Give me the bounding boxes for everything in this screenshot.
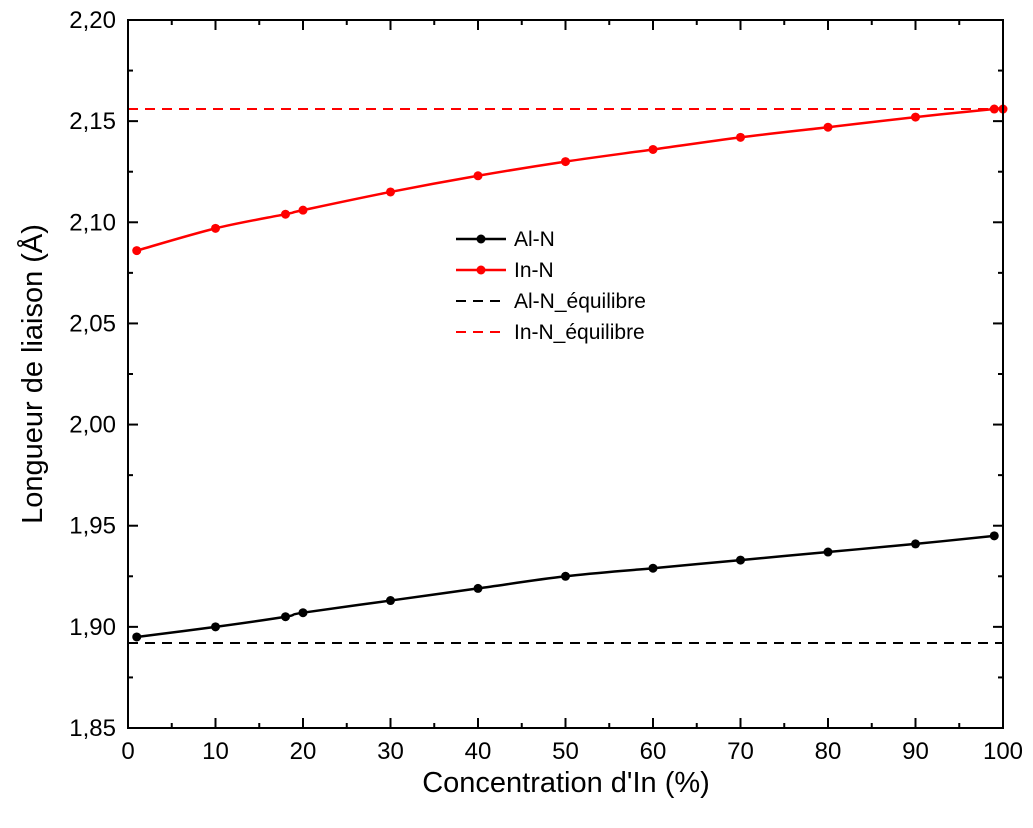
data-point-al-n bbox=[823, 547, 833, 557]
y-tick-label: 2,10 bbox=[69, 209, 116, 236]
data-point-in-n bbox=[211, 223, 220, 233]
x-axis-title: Concentration d'In (%) bbox=[422, 767, 710, 799]
data-point-in-n bbox=[281, 209, 290, 219]
data-point-in-n bbox=[386, 187, 395, 197]
data-point-al-n bbox=[473, 583, 483, 593]
legend-label-in-n-quilibre: In-N_équilibre bbox=[514, 321, 645, 344]
x-tick-label: 50 bbox=[552, 738, 579, 765]
y-tick-label: 1,95 bbox=[69, 513, 116, 540]
data-point-al-n bbox=[281, 612, 290, 622]
y-tick-label: 2,15 bbox=[69, 108, 116, 135]
y-tick-label: 2,05 bbox=[69, 310, 116, 337]
series-group bbox=[128, 107, 1003, 645]
data-point-al-n bbox=[298, 608, 308, 618]
legend: Al-N In-N Al-N_équilibre In-N_équilibre bbox=[456, 228, 646, 344]
data-point-in-n bbox=[989, 104, 999, 114]
y-tick-label: 1,90 bbox=[69, 614, 116, 641]
data-point-al-n bbox=[561, 571, 570, 581]
legend-label-al-n: Al-N bbox=[514, 228, 555, 251]
x-tick-label: 30 bbox=[377, 738, 404, 765]
data-point-in-n bbox=[736, 132, 745, 142]
series-line-al-n bbox=[136, 534, 995, 639]
data-point-in-n bbox=[911, 112, 920, 122]
axes: 0 10 20 30 40 50 60 70 80 90 100 1,85 1,90 1,95 2,00 2,… bbox=[69, 7, 1023, 765]
data-point-in-n bbox=[298, 205, 308, 215]
x-tick-label: 70 bbox=[727, 738, 754, 765]
x-tick-label: 10 bbox=[202, 738, 229, 765]
data-point-in-n bbox=[561, 157, 570, 167]
x-tick-label: 90 bbox=[902, 738, 929, 765]
data-point-al-n bbox=[211, 622, 220, 632]
x-tick-label: 80 bbox=[815, 738, 842, 765]
y-axis-title: Longueur de liaison (Å) bbox=[16, 224, 49, 524]
x-tick-label: 60 bbox=[640, 738, 667, 765]
data-point-in-n bbox=[648, 144, 658, 154]
legend-marker-al-n bbox=[476, 234, 486, 244]
y-tick-label: 2,00 bbox=[69, 412, 116, 439]
data-point-in-n bbox=[132, 246, 142, 256]
legend-label-al-n-quilibre: Al-N_équilibre bbox=[514, 290, 646, 313]
y-tick-label: 2,20 bbox=[69, 7, 116, 34]
data-point-in-n bbox=[473, 171, 483, 181]
data-point-al-n bbox=[911, 539, 920, 549]
x-tick-label: 20 bbox=[290, 738, 317, 765]
data-point-al-n bbox=[648, 563, 658, 573]
series-line-in-n bbox=[136, 107, 1003, 252]
y-tick-label: 1,85 bbox=[69, 715, 116, 742]
data-point-al-n bbox=[736, 555, 745, 565]
data-point-al-n bbox=[989, 531, 999, 541]
legend-label-in-n: In-N bbox=[514, 259, 554, 282]
data-point-al-n bbox=[386, 596, 395, 606]
x-tick-label: 100 bbox=[983, 738, 1023, 765]
plot-area bbox=[128, 104, 1008, 645]
legend-marker-in-n bbox=[476, 265, 486, 275]
data-point-in-n bbox=[823, 122, 833, 132]
x-tick-label: 40 bbox=[465, 738, 492, 765]
x-tick-label: 0 bbox=[121, 738, 134, 765]
data-point-al-n bbox=[132, 632, 142, 642]
